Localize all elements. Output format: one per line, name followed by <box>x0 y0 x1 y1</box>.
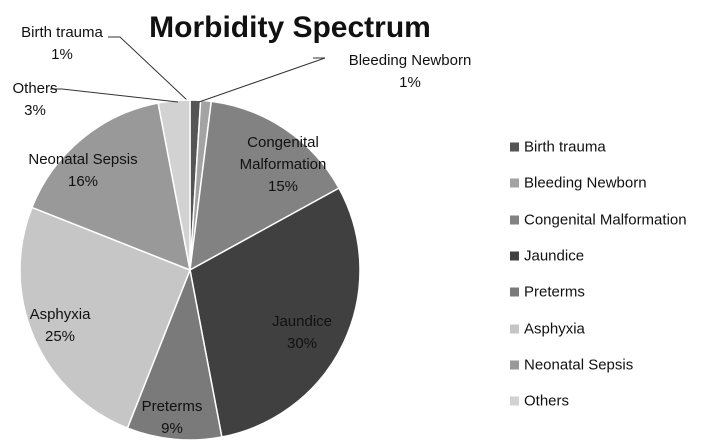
legend-item: Congenital Malformation <box>510 211 687 228</box>
data-label-value: 25% <box>44 328 76 345</box>
data-label-value: 30% <box>286 335 318 352</box>
legend-label: Congenital Malformation <box>524 211 687 229</box>
data-label: Preterms 9% <box>127 396 217 440</box>
legend-item: Others <box>510 393 569 410</box>
legend-label: Preterms <box>524 283 585 301</box>
legend-item: Jaundice <box>510 247 584 264</box>
legend-swatch <box>510 360 519 370</box>
pie-slice <box>189 187 361 438</box>
data-label-name: Neonatal Sepsis <box>28 151 138 168</box>
legend-swatch <box>510 396 519 406</box>
data-label-value: 16% <box>67 173 99 190</box>
leader-line <box>198 57 326 103</box>
data-label: Asphyxia 25% <box>15 304 105 348</box>
pie-slice <box>126 267 223 440</box>
legend-label: Others <box>524 392 570 410</box>
data-label-value: 15% <box>267 178 299 195</box>
pie-slice <box>30 102 191 272</box>
data-label: Bleeding Newborn 1% <box>340 50 480 94</box>
chart-title: Morbidity Spectrum <box>149 11 431 44</box>
data-label: Birth trauma 1% <box>7 22 117 66</box>
data-label: Others 3% <box>0 78 70 122</box>
legend-item: Preterms <box>510 284 585 301</box>
data-label-name: Birth trauma <box>21 24 103 41</box>
legend-swatch <box>510 287 519 297</box>
legend-swatch <box>510 215 519 225</box>
data-label-name: Asphyxia <box>29 306 91 323</box>
legend-item: Neonatal Sepsis <box>510 356 633 373</box>
legend-swatch <box>510 251 519 261</box>
legend-swatch <box>510 142 519 152</box>
pie-slice <box>157 99 191 271</box>
data-label-name: Bleeding Newborn <box>348 52 472 69</box>
legend-label: Neonatal Sepsis <box>524 356 634 374</box>
legend-item: Birth trauma <box>510 139 606 156</box>
data-label: Neonatal Sepsis 16% <box>18 149 148 193</box>
pie-slice <box>19 206 191 430</box>
data-label: Jaundice 30% <box>257 311 347 355</box>
data-label-value: 1% <box>399 74 421 91</box>
pie-slice <box>189 100 340 272</box>
leader-line <box>50 88 179 103</box>
data-label-name: Others <box>12 80 58 97</box>
legend-swatch <box>510 324 519 333</box>
data-label: Congenital Malformation 15% <box>228 132 338 198</box>
data-label-value: 3% <box>24 102 46 119</box>
legend-swatch <box>510 178 519 188</box>
legend-label: Bleeding Newborn <box>524 174 647 192</box>
data-label-name: Preterms <box>141 398 203 415</box>
data-label-name: Jaundice <box>271 313 333 330</box>
data-label-value: 1% <box>51 46 73 63</box>
legend-label: Birth trauma <box>524 138 606 156</box>
leader-line <box>108 36 189 102</box>
legend-item: Asphyxia <box>510 320 585 337</box>
legend-label: Jaundice <box>524 247 585 265</box>
data-label-value: 9% <box>161 420 183 437</box>
legend-item: Bleeding Newborn <box>510 175 647 192</box>
legend-label: Asphyxia <box>524 320 585 337</box>
data-label-name: Congenital Malformation <box>239 134 327 173</box>
